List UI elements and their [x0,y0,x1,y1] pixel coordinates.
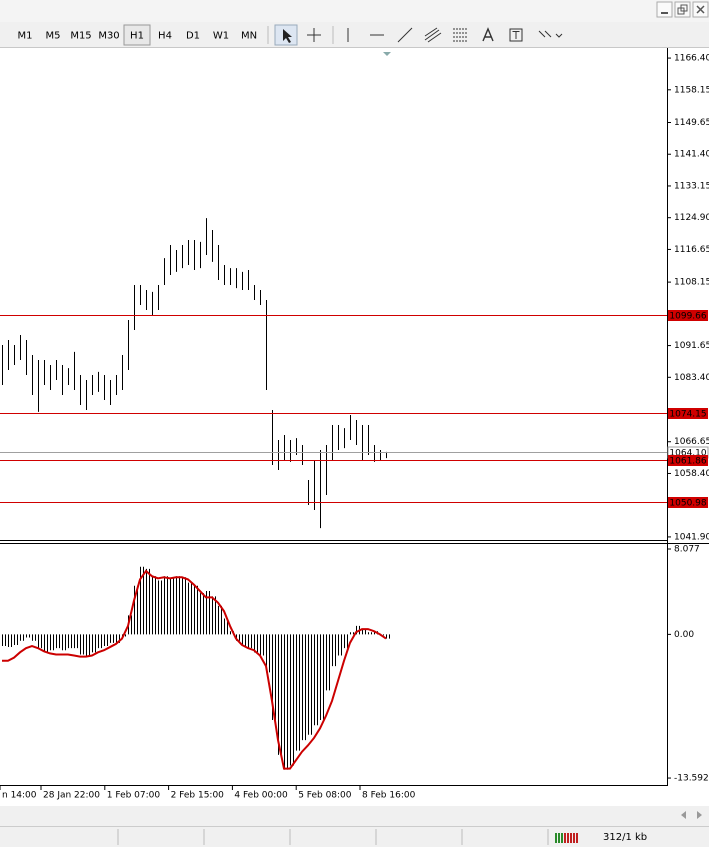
tools [274,24,563,46]
status-bar [0,826,709,847]
y-tick-label: 1141.40 [674,150,709,160]
timeframe-button[interactable]: H4 [158,31,172,42]
timeframe-button[interactable]: H1 [130,31,144,42]
macd-panel [2,566,390,770]
timeframe-button[interactable]: M15 [70,31,91,42]
y-tick-label: 0.00 [674,630,694,640]
level-label: 1074.15 [669,410,706,420]
level-label-box [668,310,708,321]
timeframe-button[interactable]: W1 [213,31,229,42]
level-label: 1061.86 [669,457,706,467]
y-tick-label: 8.077 [674,544,700,554]
x-tick-label: 2 Feb 15:00 [171,791,225,801]
trendline-tool[interactable] [397,27,413,43]
window-controls [656,1,709,18]
title-strip [0,0,709,22]
chart-shift-marker[interactable] [383,52,391,56]
x-tick-label: 28 Jan 22:00 [43,791,100,801]
y-tick-label: -13.592 [674,774,709,784]
chart-window [0,48,709,806]
text-box-tool[interactable] [509,28,523,42]
scroll-left[interactable] [681,811,686,819]
level-label-box [668,408,708,419]
channel-tool[interactable] [424,27,442,43]
y-tick-label: 1058.40 [674,469,709,479]
y-tick-label: 1041.90 [674,532,709,542]
y-tick-label: 1116.65 [674,245,709,255]
timeframe-selected [123,24,151,46]
y-tick-label: 1158.15 [674,85,709,95]
signal-line [2,569,387,770]
x-tick-label: n 14:00 [2,791,37,801]
x-tick-label: 1 Feb 07:00 [107,791,161,801]
minimize[interactable] [656,1,673,18]
y-tick-label: 1133.15 [674,181,709,191]
toolbar [0,22,709,48]
timeframe-button[interactable]: D1 [186,31,200,42]
y-tick-label: 1091.65 [674,341,709,351]
level-label-box [668,497,708,508]
restore[interactable] [674,1,691,18]
status-separators [117,829,549,845]
arrows-tool[interactable] [538,30,563,38]
level-label: 1050.98 [669,499,706,509]
y-tick-label: 1083.40 [674,373,709,383]
y-tick-label: 1166.40 [674,54,709,64]
text-label-tool[interactable] [482,27,494,42]
x-tick-label: 5 Feb 08:00 [298,791,352,801]
level-label: 1099.66 [669,312,706,322]
y-tick-label: 1149.65 [674,118,709,128]
price-panel [0,218,667,529]
level-label-box [668,455,708,466]
scroll-row [0,806,709,826]
timeframe-button[interactable]: M30 [98,31,119,42]
crosshair-tool[interactable] [307,28,321,42]
timeframe-group: M1 M5 M15 M30 H1 H4 D1 W1 MN [18,24,257,46]
fibonacci-tool[interactable] [453,28,467,42]
x-tick-label: 4 Feb 00:00 [234,791,288,801]
y-tick-label: 1108.15 [674,278,709,288]
traffic-text: 312/1 kb [603,832,647,843]
scroll-right[interactable] [697,811,702,819]
timeframe-button[interactable]: M1 [18,31,33,42]
traffic-icon [555,833,578,843]
timeframe-button[interactable]: MN [241,31,257,42]
axes: 1166.40 1158.15 1149.65 1141.40 1133.15 1124.… [0,54,709,801]
y-tick-label: 1124.90 [674,213,709,223]
y-tick-label: 1066.65 [674,437,709,447]
x-tick-label: 8 Feb 16:00 [362,791,416,801]
timeframe-button[interactable]: M5 [46,31,61,42]
level-label: 1064.10 [669,449,706,459]
